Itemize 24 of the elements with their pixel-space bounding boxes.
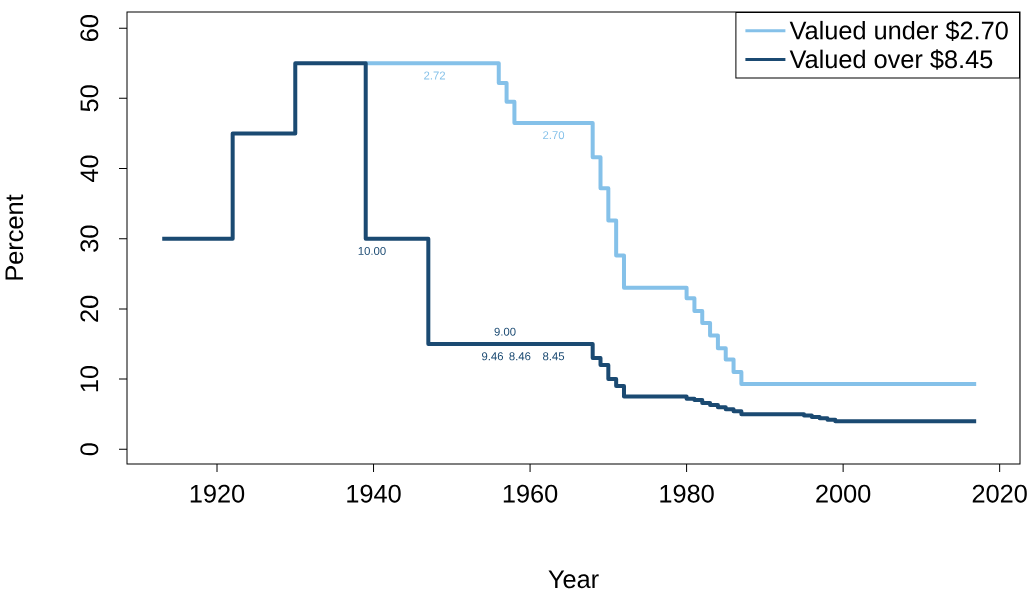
x-tick-label: 2020 xyxy=(972,484,1027,503)
y-tick-label: 20 xyxy=(80,296,99,322)
x-tick-label: 2000 xyxy=(816,484,871,503)
annotation: 9.46 xyxy=(481,352,504,361)
x-axis-title: Year xyxy=(548,570,599,589)
legend-label: Valued over $8.45 xyxy=(789,49,993,70)
y-tick-label: 40 xyxy=(80,155,99,183)
y-tick-label: 50 xyxy=(80,85,99,112)
y-axis-title: Percent xyxy=(5,194,24,280)
y-tick-label: 10 xyxy=(80,366,99,392)
x-tick-label: 1960 xyxy=(503,484,558,503)
y-tick-label: 60 xyxy=(80,15,99,42)
y-tick-label: 0 xyxy=(80,443,99,456)
y-tick-label: 30 xyxy=(80,225,99,253)
x-tick-label: 1980 xyxy=(660,484,714,503)
x-tick-label: 1940 xyxy=(347,484,401,503)
legend-label: Valued under $2.70 xyxy=(789,20,1008,42)
annotation: 2.70 xyxy=(543,131,565,140)
annotation: 2.72 xyxy=(424,71,446,80)
x-tick-label: 1920 xyxy=(190,484,245,503)
annotation: 9.00 xyxy=(494,327,516,336)
annotation: 8.45 xyxy=(543,352,565,361)
annotation: 8.46 xyxy=(509,352,531,361)
annotation: 10.00 xyxy=(358,247,386,256)
